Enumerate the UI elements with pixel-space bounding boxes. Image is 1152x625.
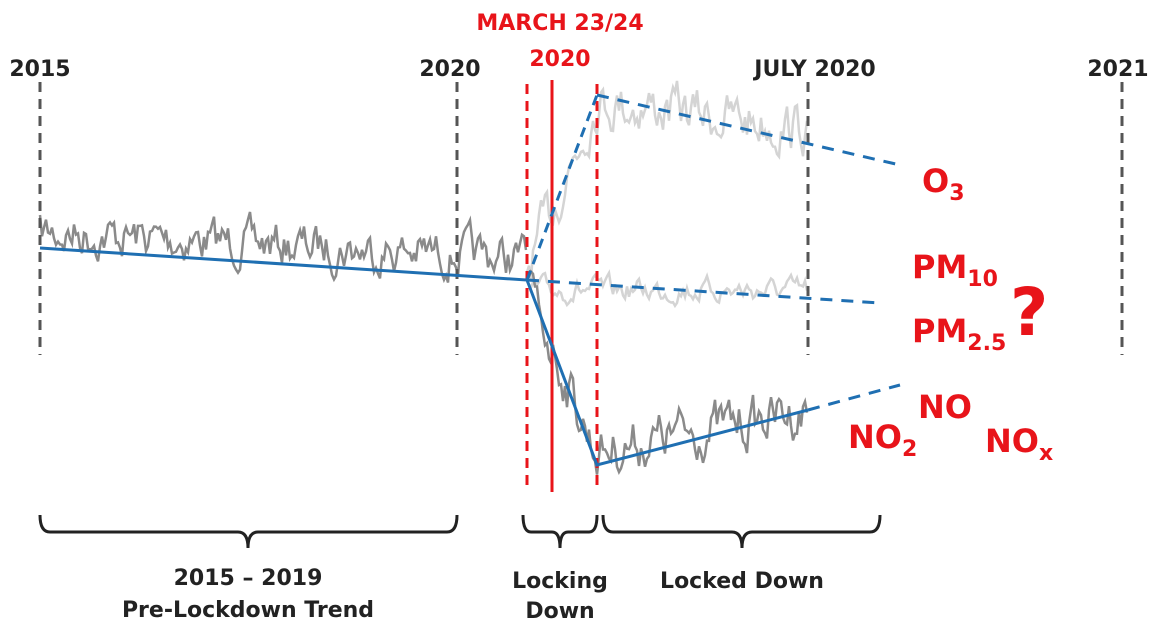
- period-label: Pre-Lockdown Trend: [122, 598, 374, 623]
- year-label: 2015: [9, 57, 70, 82]
- year-label: 2020: [419, 57, 480, 82]
- noise-trace: [525, 269, 809, 309]
- main: PM: [912, 248, 967, 286]
- trend-line: [596, 93, 901, 167]
- sub: x: [1039, 441, 1053, 466]
- brace: [38, 514, 459, 549]
- brace: [521, 514, 599, 549]
- question-mark: ?: [1010, 274, 1048, 351]
- trend-line: [39, 246, 809, 467]
- pollutant-label: PM10: [912, 248, 998, 292]
- sub: 2: [902, 437, 917, 462]
- march-year: 2020: [529, 47, 590, 72]
- pollutant-label: NO: [918, 388, 972, 426]
- sub: 10: [967, 267, 998, 292]
- traces: [38, 80, 809, 475]
- noise-trace: [38, 211, 528, 284]
- main: NO: [985, 422, 1039, 460]
- trend-line: [525, 94, 599, 281]
- period-label: Down: [525, 599, 594, 624]
- period-label: Locking: [512, 569, 608, 594]
- noise-trace: [525, 80, 809, 281]
- braces: [38, 514, 882, 549]
- trend-line: [807, 383, 901, 412]
- period-label: 2015 – 2019: [174, 566, 323, 591]
- lockdown-markers: [525, 80, 599, 492]
- main: PM: [912, 312, 967, 350]
- pollutant-label: O3: [922, 162, 965, 206]
- year-label: 2021: [1087, 57, 1148, 82]
- sub: 2.5: [967, 331, 1006, 356]
- noise-trace: [526, 269, 809, 475]
- year-label: JULY 2020: [752, 57, 875, 82]
- period-label: Locked Down: [660, 569, 824, 594]
- pollutant-label: PM2.5: [912, 312, 1006, 356]
- pollutant-label: NOx: [985, 422, 1053, 466]
- sub: 3: [949, 181, 964, 206]
- main: NO: [848, 418, 902, 456]
- year-markers: [38, 82, 1124, 355]
- trend-line: [526, 278, 881, 305]
- pollutant-label: NO2: [848, 418, 917, 462]
- march-label: MARCH 23/24: [476, 11, 643, 36]
- trend-lines: [39, 93, 901, 467]
- main: O: [922, 162, 949, 200]
- brace: [601, 514, 882, 549]
